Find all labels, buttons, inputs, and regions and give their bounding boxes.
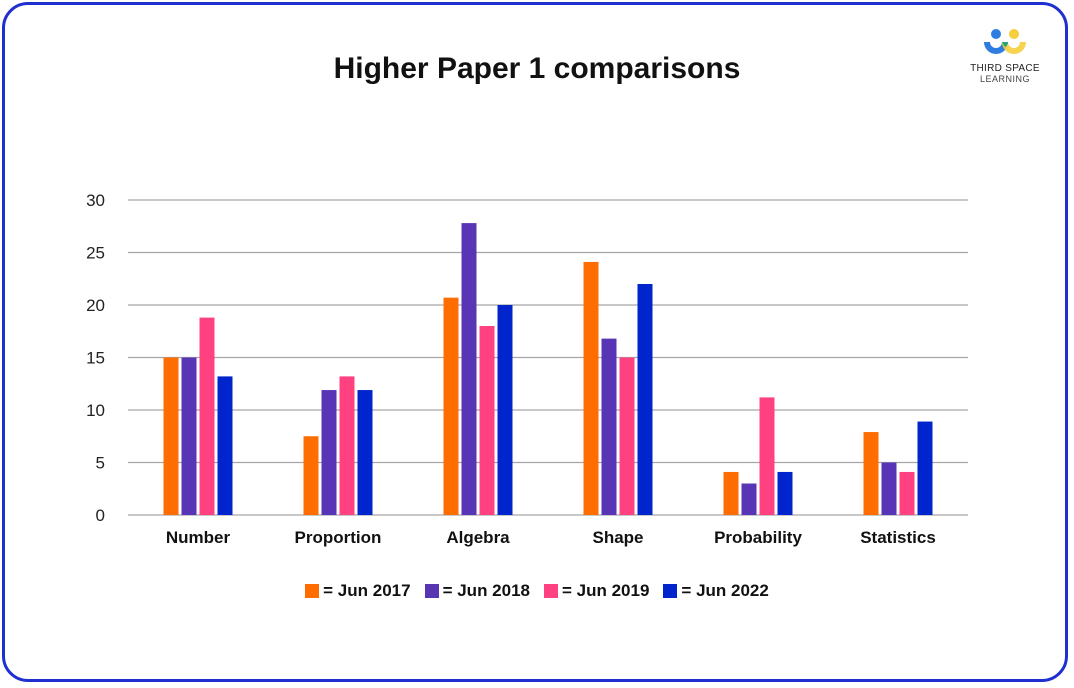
legend-label: = Jun 2017 [323,581,411,600]
third-space-learning-logo: THIRD SPACE LEARNING [962,28,1048,84]
bar-algebra-3 [479,326,495,515]
legend-swatch [424,584,439,598]
legend-item: = Jun 2018 [424,581,530,601]
bar-proportion-4 [357,390,373,515]
bar-shape-4 [637,284,653,515]
legend-label: = Jun 2019 [562,581,650,600]
bar-number-3 [199,317,215,515]
x-tick-label: Number [166,528,231,547]
x-tick-label: Algebra [446,528,510,547]
bar-shape-2 [601,338,617,515]
bar-algebra-1 [443,297,459,515]
y-tick-label: 30 [86,191,105,210]
x-tick-label: Proportion [295,528,382,547]
legend: = Jun 2017 = Jun 2018 = Jun 2019 = Jun 2022 [0,581,1074,601]
legend-swatch [544,584,558,598]
bar-statistics-1 [863,432,879,515]
legend-item: = Jun 2019 [544,581,649,601]
chart-title: Higher Paper 1 comparisons [333,52,741,85]
x-tick-label: Shape [592,528,643,547]
logo-icon [984,29,1026,54]
bar-number-2 [181,357,197,515]
y-tick-label: 10 [86,401,105,420]
bar-shape-1 [583,261,599,515]
bar-statistics-3 [899,471,915,515]
y-tick-label: 25 [86,244,105,263]
legend-item: = Jun 2022 [663,581,769,601]
logo-text-line1: THIRD SPACE [970,63,1040,74]
bar-algebra-4 [497,305,513,515]
bar-probability-3 [759,397,775,515]
bar-probability-2 [741,483,757,515]
x-tick-label: Probability [714,528,802,547]
bar-probability-1 [723,471,739,515]
logo-text-line2: LEARNING [979,74,1030,84]
legend-swatch [305,584,320,598]
legend-label: = Jun 2022 [681,581,769,600]
bar-proportion-2 [321,390,337,515]
legend-swatch [663,584,678,598]
y-tick-label: 0 [96,506,105,525]
x-tick-label: Statistics [860,528,936,547]
bar-proportion-3 [339,376,355,515]
bar-proportion-1 [303,436,319,515]
bar-number-1 [163,357,179,515]
bar-probability-4 [777,471,793,515]
y-tick-label: 20 [86,296,105,315]
bar-shape-3 [619,357,635,515]
bar-algebra-2 [461,223,477,515]
y-tick-label: 15 [86,349,105,368]
bar-statistics-4 [917,421,933,515]
bar-statistics-2 [881,462,897,515]
bar-number-4 [217,376,233,515]
legend-item: = Jun 2017 [305,581,411,601]
y-tick-label: 5 [96,454,105,473]
legend-label: = Jun 2018 [442,581,530,600]
